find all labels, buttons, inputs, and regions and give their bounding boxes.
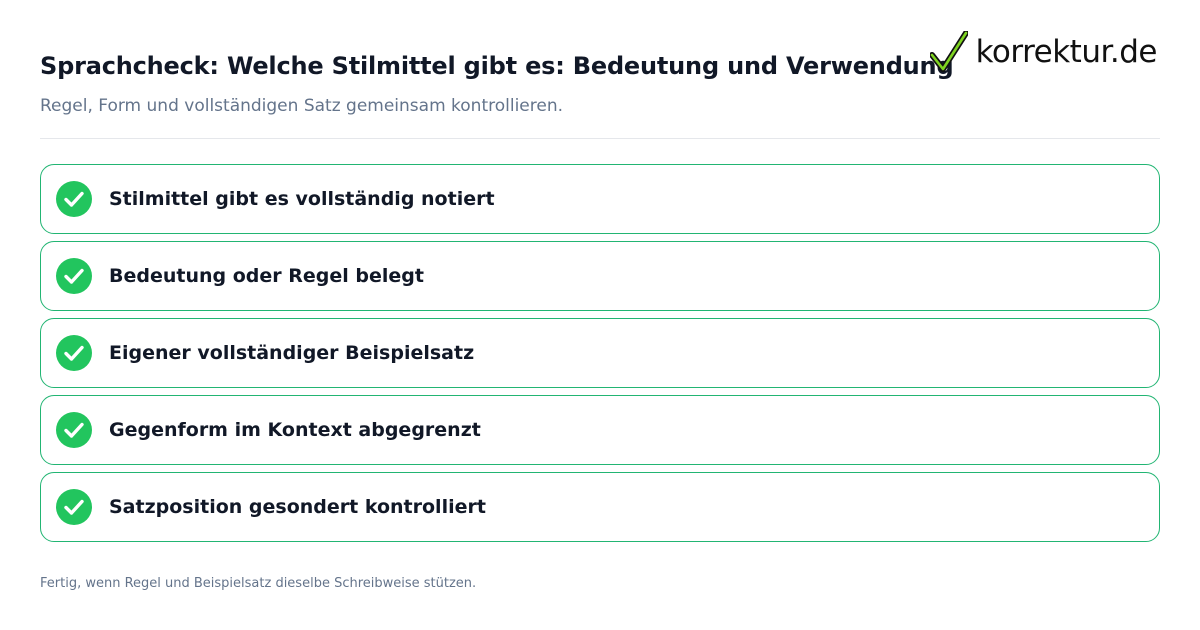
checklist-item[interactable]: Satzposition gesondert kontrolliert [40,472,1160,542]
page-header: Sprachcheck: Welche Stilmittel gibt es: … [40,50,954,118]
check-circle-icon [56,412,92,448]
checklist-item[interactable]: Gegenform im Kontext abgegrenzt [40,395,1160,465]
brand-name: korrektur.de [975,34,1158,70]
page-subtitle: Regel, Form und vollständigen Satz gemei… [40,96,564,116]
checklist-item[interactable]: Bedeutung oder Regel belegt [40,241,1160,311]
brand-logo[interactable]: korrektur.de [929,30,1158,74]
checklist-item-label: Eigener vollständiger Beispielsatz [109,342,475,364]
checklist-item[interactable]: Stilmittel gibt es vollständig notiert [40,164,1160,234]
check-circle-icon [56,489,92,525]
checkmark-logo-icon [929,31,968,72]
checklist-item[interactable]: Eigener vollständiger Beispielsatz [40,318,1160,388]
checklist-item-label: Satzposition gesondert kontrolliert [109,496,486,518]
checklist: Stilmittel gibt es vollständig notiert B… [40,164,1160,542]
header-divider [40,138,1160,139]
checklist-item-label: Bedeutung oder Regel belegt [109,265,424,287]
page-title: Sprachcheck: Welche Stilmittel gibt es: … [40,52,954,80]
check-circle-icon [56,181,92,217]
checklist-item-label: Gegenform im Kontext abgegrenzt [109,419,481,441]
check-circle-icon [56,335,92,371]
footer-note: Fertig, wenn Regel und Beispielsatz dies… [40,576,477,591]
check-circle-icon [56,258,92,294]
checklist-item-label: Stilmittel gibt es vollständig notiert [109,188,495,210]
